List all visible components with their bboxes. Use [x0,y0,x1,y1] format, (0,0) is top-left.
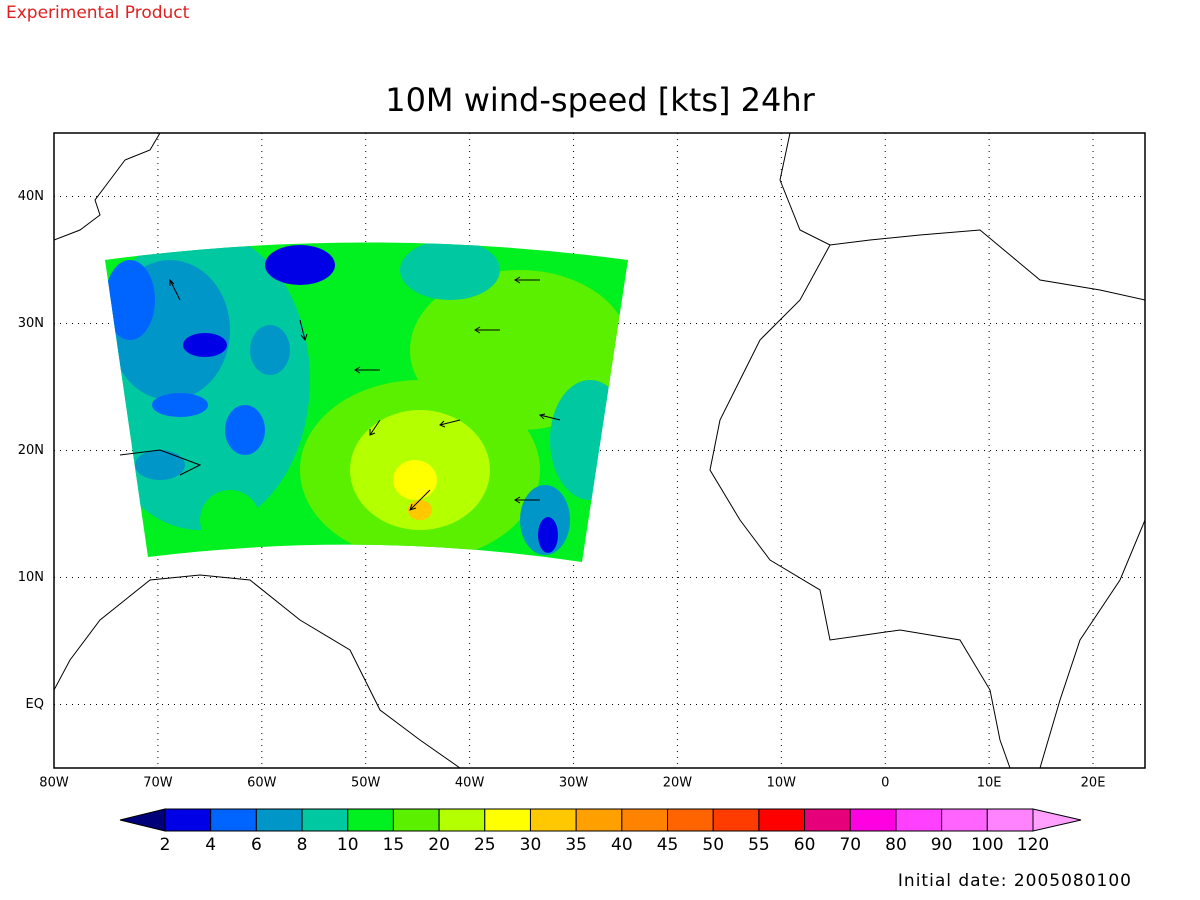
colorbar-label: 80 [885,835,907,855]
colorbar: 2 4 6 8 10 15 20 25 30 35 40 45 50 55 60 70 80 90 100 120 [119,808,1082,855]
map-title: 10M wind-speed [kts] 24hr [385,81,815,119]
colorbar-box [438,808,486,832]
y-tick-label: 40N [18,189,44,204]
colorbar-box [392,808,440,832]
colorbar-box [849,808,897,832]
colorbar-label: 100 [971,835,1003,855]
colorbar-box [301,808,349,832]
colorbar-label: 20 [428,835,450,855]
coastlines [54,133,1145,768]
colorbar-label: 60 [794,835,816,855]
colorbar-label: 2 [160,835,171,855]
y-tick-label: 30N [18,316,44,331]
colorbar-box [347,808,394,832]
x-tick-label: 10W [767,776,797,791]
colorbar-label: 70 [839,835,861,855]
x-tick-label: 30W [559,776,589,791]
colorbar-box [895,808,943,832]
colorbar-box [575,808,623,832]
colorbar-box [804,808,851,832]
colorbar-label: 25 [474,835,496,855]
initial-date: Initial date: 2005080100 [898,871,1132,891]
colorbar-label: 4 [205,835,216,855]
colorbar-box [255,808,303,832]
map-frame [53,132,1146,769]
colorbar-label: 8 [297,835,308,855]
colorbar-label: 35 [565,835,587,855]
colorbar-box [941,808,988,832]
colorbar-label: 120 [1017,835,1049,855]
colorbar-box [621,808,669,832]
colorbar-label: 40 [611,835,633,855]
wind-vectors [169,276,561,511]
x-tick-label: 10E [977,776,1002,791]
colorbar-label: 30 [520,835,542,855]
colorbar-box [164,808,212,832]
y-tick-label: 20N [18,443,44,458]
colorbar-end [1032,808,1082,832]
x-tick-label: 40W [455,776,485,791]
x-tick-label: 70W [143,776,173,791]
colorbar-end [119,808,166,832]
y-tick-label: 10N [18,570,44,585]
colorbar-box [986,808,1034,832]
colorbar-label: 10 [337,835,359,855]
colorbar-label: 50 [702,835,724,855]
colorbar-label: 45 [657,835,679,855]
x-tick-label: 50W [351,776,381,791]
colorbar-box [667,808,714,832]
x-tick-label: 60W [247,776,277,791]
x-tick-label: 20E [1081,776,1106,791]
y-tick-label: EQ [26,697,44,712]
x-tick-label: 0 [881,776,889,791]
colorbar-label: 15 [383,835,405,855]
colorbar-box [210,808,257,832]
colorbar-box [484,808,531,832]
product-label: Experimental Product [6,3,190,23]
colorbar-label: 55 [748,835,770,855]
colorbar-box [529,808,577,832]
wind-field [105,242,628,562]
colorbar-box [758,808,806,832]
colorbar-label: 90 [931,835,953,855]
x-tick-label: 20W [663,776,693,791]
colorbar-label: 6 [251,835,262,855]
x-tick-label: 80W [39,776,69,791]
colorbar-box [712,808,760,832]
